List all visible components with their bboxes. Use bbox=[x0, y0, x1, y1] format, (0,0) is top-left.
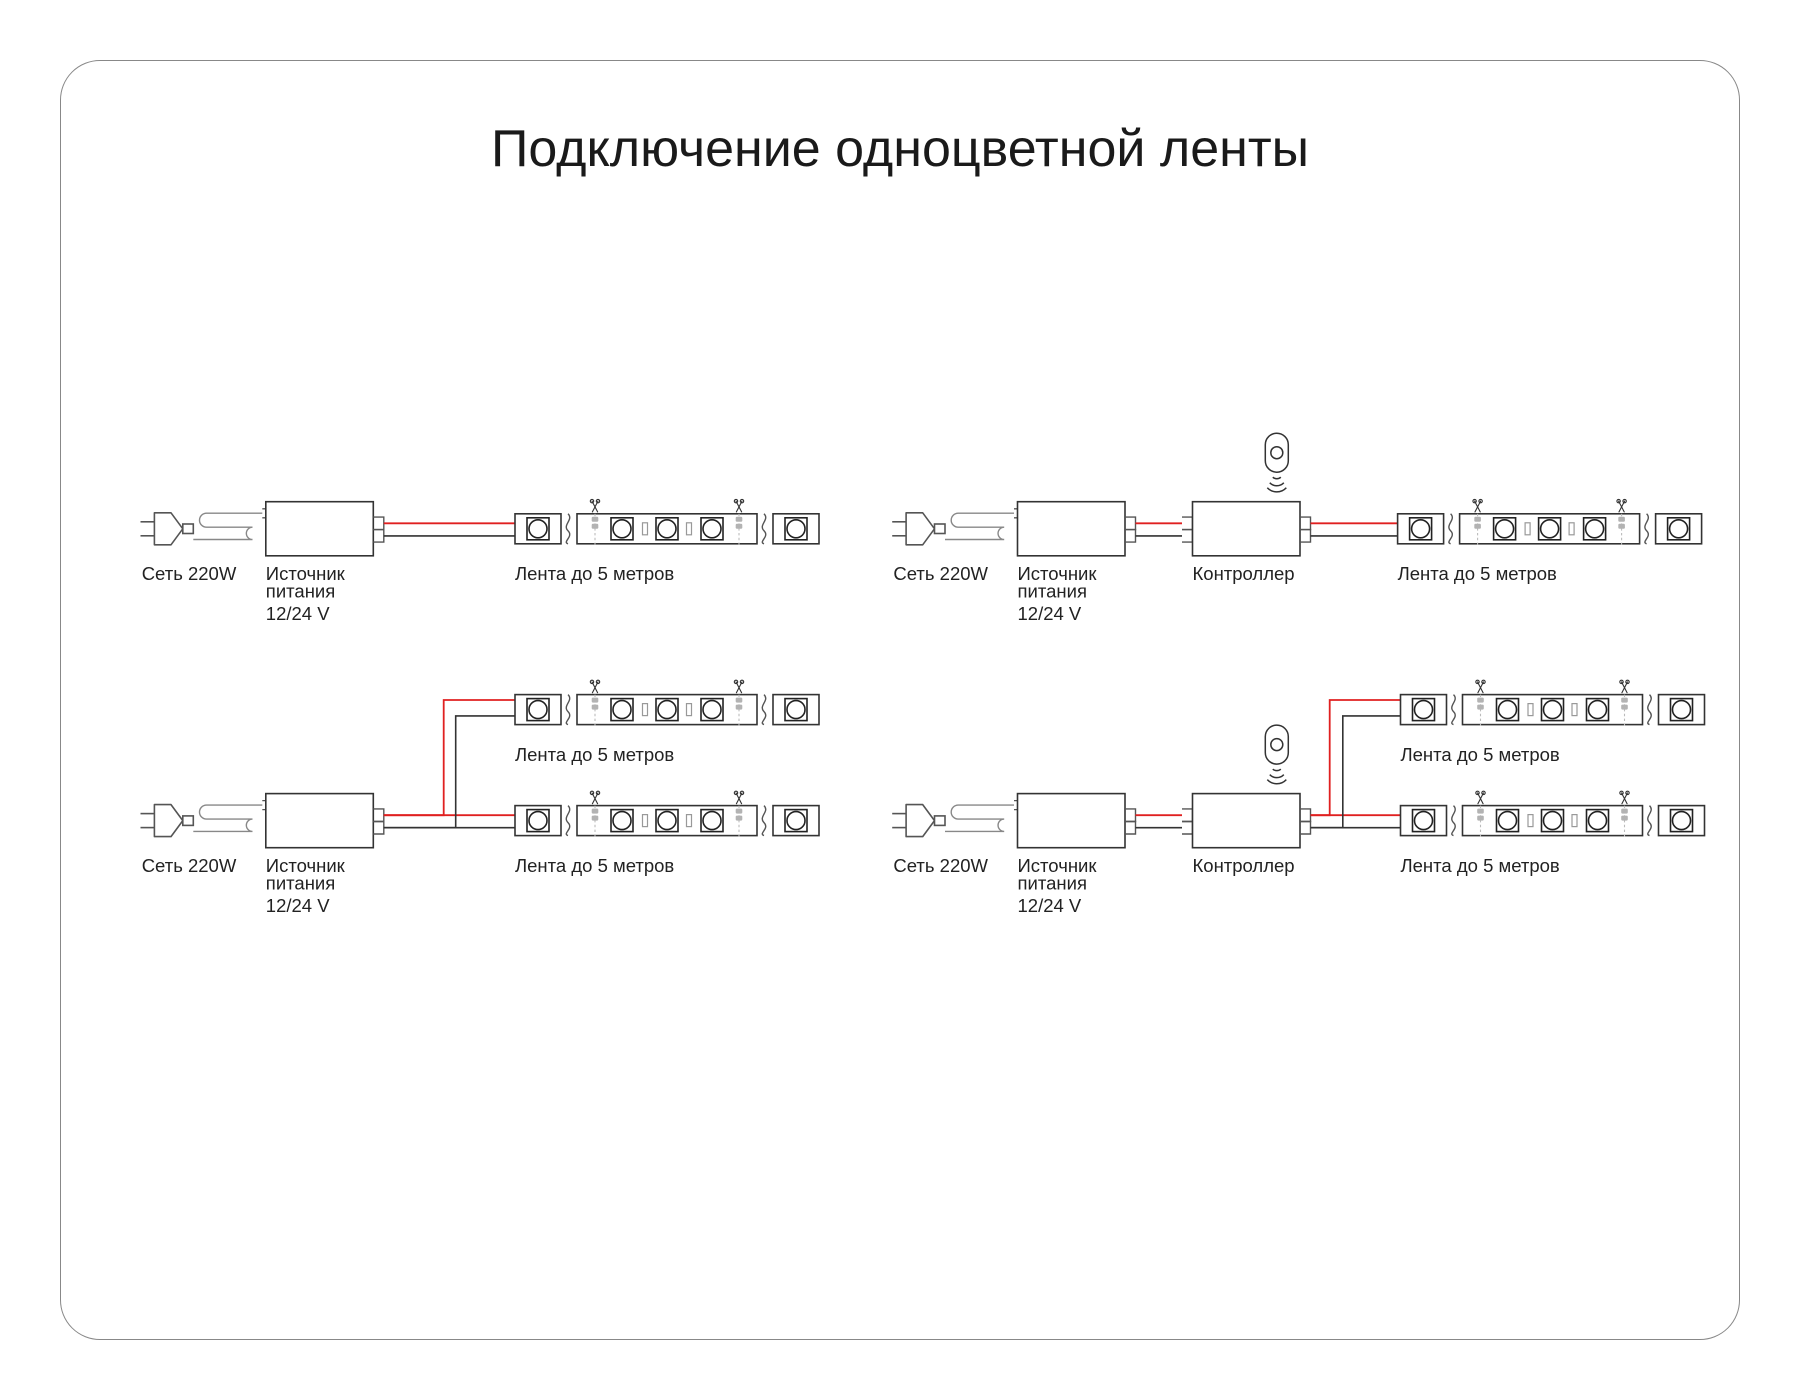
svg-text:Лента до 5 метров: Лента до 5 метров bbox=[515, 855, 674, 876]
svg-text:Лента до 5 метров: Лента до 5 метров bbox=[1401, 744, 1560, 765]
svg-text:Контроллер: Контроллер bbox=[1193, 855, 1295, 876]
svg-text:питания: питания bbox=[266, 873, 335, 894]
svg-text:Контроллер: Контроллер bbox=[1193, 563, 1295, 584]
svg-text:Лента до 5 метров: Лента до 5 метров bbox=[515, 744, 674, 765]
svg-text:12/24 V: 12/24 V bbox=[266, 603, 330, 624]
svg-text:12/24 V: 12/24 V bbox=[266, 895, 330, 916]
svg-text:питания: питания bbox=[1018, 581, 1087, 602]
svg-text:Лента до 5 метров: Лента до 5 метров bbox=[1398, 563, 1557, 584]
svg-text:Сеть 220W: Сеть 220W bbox=[893, 855, 988, 876]
svg-text:питания: питания bbox=[1018, 873, 1087, 894]
svg-text:12/24 V: 12/24 V bbox=[1018, 895, 1082, 916]
svg-text:питания: питания bbox=[266, 581, 335, 602]
svg-text:Лента до 5 метров: Лента до 5 метров bbox=[515, 563, 674, 584]
svg-text:Сеть 220W: Сеть 220W bbox=[893, 563, 988, 584]
svg-text:12/24 V: 12/24 V bbox=[1018, 603, 1082, 624]
svg-text:Сеть 220W: Сеть 220W bbox=[142, 563, 237, 584]
svg-text:Лента до 5 метров: Лента до 5 метров bbox=[1401, 855, 1560, 876]
svg-text:Сеть 220W: Сеть 220W bbox=[142, 855, 237, 876]
